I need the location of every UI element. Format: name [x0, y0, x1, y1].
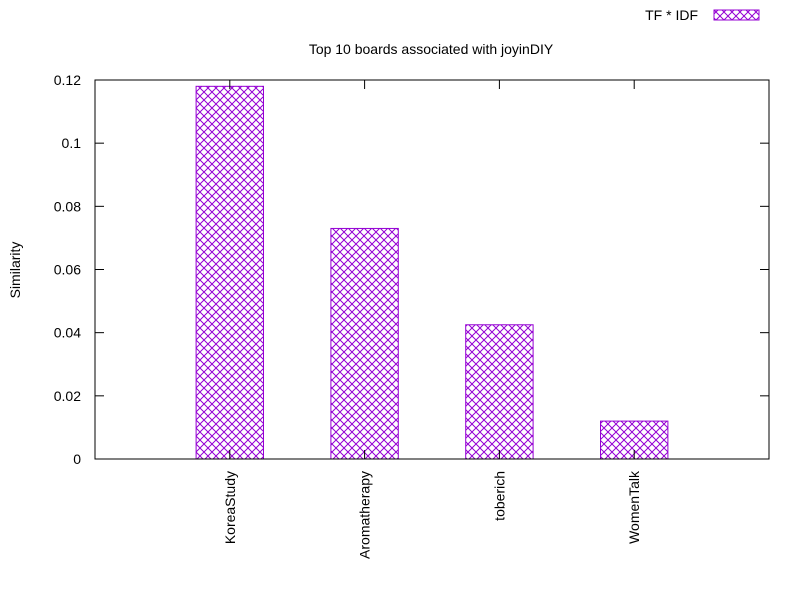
- y-tick-label: 0.1: [62, 135, 82, 151]
- x-tick-label: WomenTalk: [626, 470, 642, 544]
- y-tick-label: 0.12: [54, 72, 81, 88]
- legend-swatch: [713, 9, 760, 21]
- y-axis-label: Similarity: [7, 242, 23, 299]
- bars: [195, 85, 669, 460]
- bar: [195, 85, 265, 460]
- y-tick-label: 0.02: [54, 388, 81, 404]
- y-tick-label: 0.08: [54, 198, 81, 214]
- x-tick-label: Aromatherapy: [357, 471, 373, 559]
- legend: TF * IDF: [645, 7, 760, 23]
- x-tick-label: toberich: [491, 471, 507, 521]
- x-tick-label: KoreaStudy: [222, 471, 238, 544]
- y-tick-label: 0.04: [54, 325, 81, 341]
- chart-title: Top 10 boards associated with joyinDIY: [309, 41, 554, 57]
- x-axis-tick-labels: KoreaStudy Aromatherapy toberich WomenTalk: [222, 80, 642, 559]
- y-tick-label: 0.06: [54, 262, 81, 278]
- plot-frame: [94, 79, 770, 460]
- y-tick-label: 0: [73, 451, 81, 467]
- bar: [465, 324, 534, 460]
- legend-label: TF * IDF: [645, 7, 698, 23]
- bar: [330, 227, 399, 460]
- y-axis-ticks: 0 0.02 0.04 0.06 0.08 0.1 0.12: [54, 72, 769, 467]
